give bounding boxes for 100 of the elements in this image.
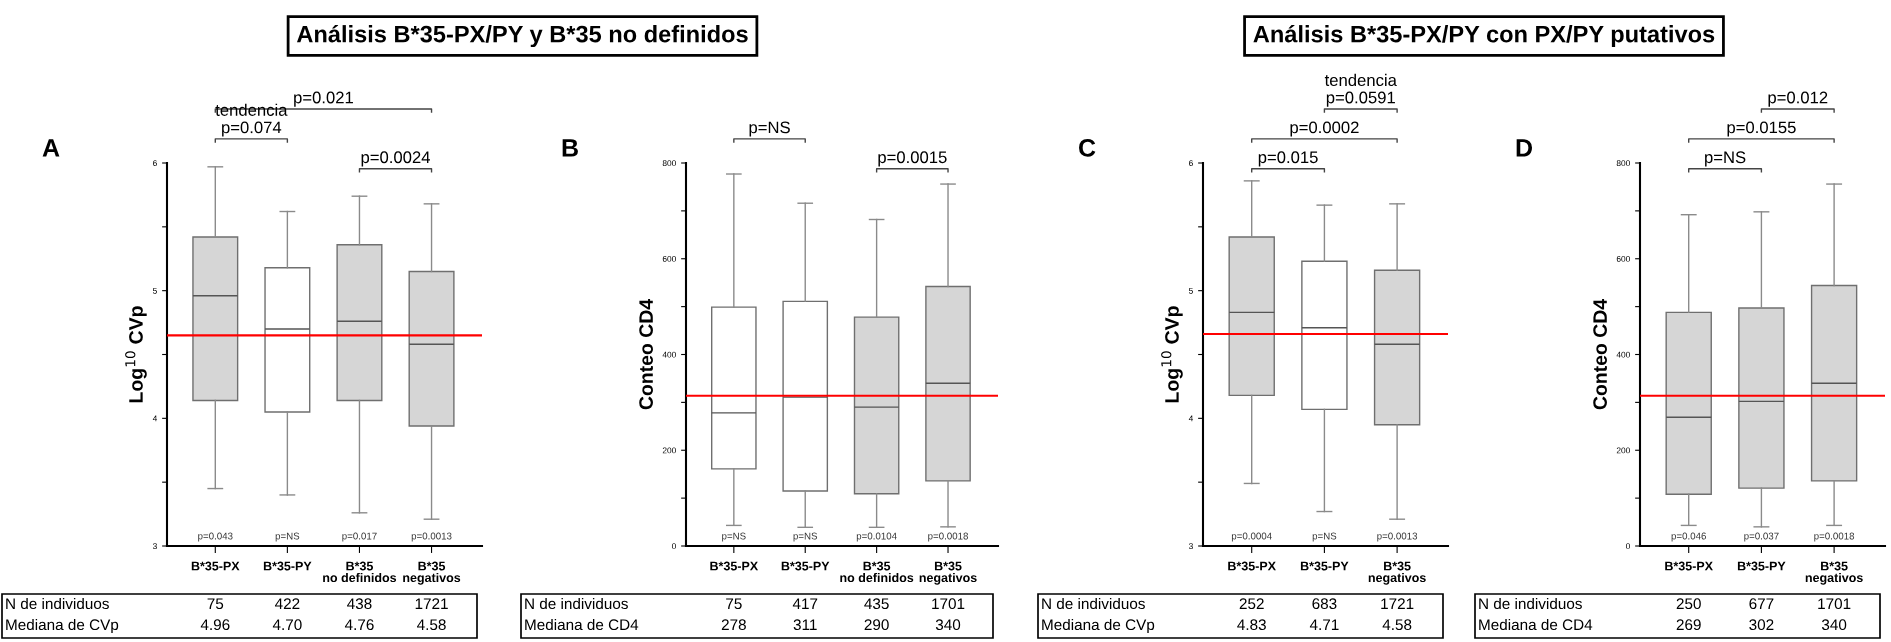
x-tick-label: B*35-PX: [1665, 561, 1713, 571]
text: 4.83: [1237, 619, 1266, 631]
chart-subtitle: A: [42, 139, 60, 157]
x-tick-label: B*35-PX: [710, 561, 759, 571]
text: 1721: [415, 598, 448, 609]
annotation: p=0.015: [1258, 151, 1318, 167]
y-tick-label: 400: [662, 351, 676, 358]
annotation: p=0.0018: [1814, 532, 1855, 542]
y-tick-label: 200: [1616, 447, 1630, 454]
text: N de individuos: [1479, 597, 1582, 610]
y-tick-label: 3: [1188, 543, 1193, 550]
text: 302: [1749, 619, 1774, 631]
annotation: p=NS: [1312, 532, 1337, 542]
x-tick-label: B*35 negativos: [403, 561, 461, 585]
x-tick-label: B*35-PY: [781, 561, 830, 571]
text: N de individuos: [525, 597, 628, 610]
text: 4.58: [1382, 619, 1412, 631]
y-tick-label: 600: [662, 255, 676, 262]
chart-subtitle: C: [1079, 139, 1096, 157]
y-tick-label: 800: [1616, 160, 1630, 167]
y-tick-label: 200: [662, 447, 676, 454]
y-tick-label: 3: [152, 543, 157, 550]
text: 340: [1821, 619, 1847, 631]
annotation: p=NS: [722, 532, 746, 542]
text: 269: [1676, 619, 1701, 631]
text: p=0.012: [1768, 91, 1828, 107]
annotation: p=0.0013: [411, 532, 452, 542]
text: p=0.0155: [1727, 121, 1796, 137]
x-tick-label: B*35 negativos: [1805, 561, 1863, 585]
y-tick-label: 4: [1188, 415, 1194, 422]
text: N de individuos: [1042, 597, 1145, 610]
text: 311: [793, 619, 817, 631]
text: Mediana de CVp: [1042, 618, 1155, 634]
chart-subtitle: B: [562, 139, 578, 157]
x-tick-label: B*35 no definidos: [323, 561, 397, 583]
text: 1701: [1818, 598, 1851, 610]
text: p=0.0002: [1290, 121, 1359, 137]
text: 4.71: [1309, 619, 1339, 630]
text: p=NS: [749, 121, 790, 137]
chart-subtitle: D: [1516, 139, 1532, 157]
text: 4.96: [200, 619, 230, 631]
y-axis-title: Conteo CD4: [1593, 298, 1607, 410]
text: p=0.021: [294, 91, 353, 107]
annotation: p=NS: [275, 532, 300, 542]
chart-title: Análisis B*35-PX/PY y B*35 no definidos: [296, 24, 748, 48]
y-tick-label: 5: [1188, 287, 1193, 294]
text: 4.76: [344, 619, 374, 631]
text: 290: [864, 619, 889, 631]
y-tick-label: 600: [1616, 255, 1630, 262]
x-tick-label: B*35-PX: [191, 561, 240, 571]
text: 677: [1749, 598, 1774, 610]
annotation: p=0.046: [1671, 532, 1706, 542]
text: 422: [274, 598, 300, 609]
annotation: p=0.043: [198, 532, 233, 542]
text: 4.70: [272, 619, 302, 631]
text: Mediana de CD4: [525, 618, 639, 631]
annotation: p=0.0004: [1231, 532, 1272, 542]
x-tick-label: B*35 negativos: [1368, 561, 1426, 585]
annotation: p=0.017: [342, 532, 377, 542]
text: 1701: [932, 598, 965, 610]
annotation: p=NS: [1705, 151, 1746, 167]
text: 1721: [1381, 598, 1414, 609]
text: 435: [864, 598, 889, 610]
text: 438: [347, 598, 372, 610]
y-tick-label: 6: [1189, 160, 1193, 167]
y-tick-label: 800: [662, 160, 676, 167]
text: 75: [207, 598, 224, 610]
y-axis-title: Log$^{10}$ CVp: [125, 306, 147, 403]
annotation: p=0.0018: [928, 532, 969, 542]
text: 683: [1312, 598, 1337, 610]
annotation: p=0.0013: [1377, 532, 1418, 542]
annotation: p=0.037: [1744, 532, 1779, 542]
y-tick-label: 6: [153, 160, 157, 167]
text: 340: [935, 619, 961, 631]
x-tick-label: B*35-PY: [1737, 561, 1786, 571]
annotation: p=NS: [793, 532, 818, 542]
y-tick-label: 4: [152, 415, 158, 422]
y-axis-title: Log$^{10}$ CVp: [1161, 306, 1183, 403]
text: Mediana de CVp: [6, 618, 119, 634]
text: 278: [721, 619, 746, 631]
x-tick-label: B*35-PY: [1300, 561, 1349, 571]
y-tick-label: 0: [1625, 543, 1630, 550]
y-tick-label: 5: [152, 287, 157, 294]
annotation: p=0.0104: [856, 532, 897, 542]
text: 4.58: [417, 619, 446, 631]
x-tick-label: B*35-PY: [263, 561, 312, 571]
x-tick-label: B*35 negativos: [919, 561, 977, 585]
chart-title: Análisis B*35-PX/PY con PX/PY putativos: [1253, 24, 1715, 48]
x-tick-label: B*35 no definidos: [840, 561, 914, 583]
y-tick-label: 0: [671, 543, 676, 550]
y-axis-title: Conteo CD4: [639, 298, 653, 410]
text: 75: [726, 598, 742, 610]
text: 250: [1676, 598, 1701, 610]
text: 252: [1239, 598, 1264, 610]
text: N de individuos: [6, 597, 109, 610]
annotation: p=0.0024: [361, 151, 431, 167]
annotation: p=0.0015: [878, 151, 947, 167]
text: tendencia p=0.0591: [1324, 73, 1397, 107]
y-tick-label: 400: [1616, 351, 1630, 358]
text: Mediana de CD4: [1479, 618, 1593, 631]
